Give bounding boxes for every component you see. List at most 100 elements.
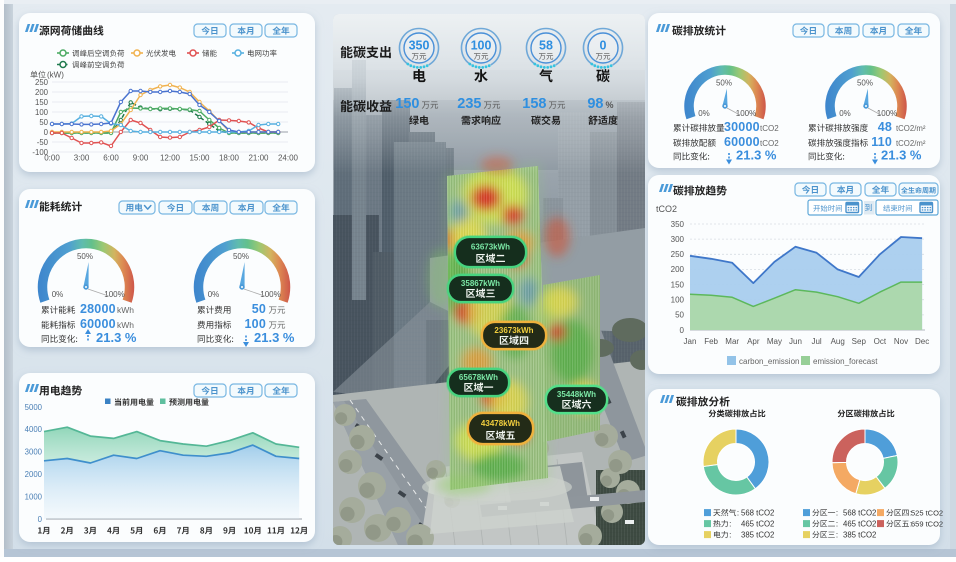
svg-text:98: 98 [587,96,603,112]
svg-text::: : [910,509,912,518]
svg-text:568 tCO2: 568 tCO2 [741,509,774,518]
svg-text:Sep: Sep [852,337,867,346]
svg-text:Apr: Apr [747,337,760,346]
svg-text:3000: 3000 [25,448,43,457]
svg-text:35448kWh: 35448kWh [557,390,596,399]
svg-text:tCO2: tCO2 [760,124,779,133]
svg-text:0: 0 [44,128,49,137]
svg-text:100%: 100% [104,290,124,299]
svg-text::: : [729,520,731,529]
svg-text::: : [737,509,739,518]
svg-text:kWh: kWh [117,320,134,330]
svg-text:tCO2: tCO2 [656,204,677,214]
svg-text:5000: 5000 [25,403,43,412]
svg-text:tCO2/m²: tCO2/m² [896,124,926,133]
svg-text:Mar: Mar [725,337,739,346]
svg-text:May: May [767,337,782,346]
svg-text::: : [836,509,838,518]
svg-text:Feb: Feb [704,337,718,346]
svg-text:100: 100 [671,296,685,305]
svg-text:100%: 100% [736,109,756,118]
svg-text:63673kWh: 63673kWh [471,243,510,252]
svg-text:21.3 %: 21.3 % [254,330,295,345]
svg-text:Jan: Jan [684,337,697,346]
svg-text:(kW): (kW) [47,71,64,80]
svg-text:carbon_emission: carbon_emission [739,357,799,366]
svg-text:9:00: 9:00 [133,154,149,163]
svg-text:2000: 2000 [25,470,43,479]
svg-text:0: 0 [600,39,607,53]
svg-text:-100: -100 [32,148,48,157]
svg-text:385 tCO2: 385 tCO2 [741,531,774,540]
svg-text:150: 150 [35,98,49,107]
svg-text:100%: 100% [260,290,280,299]
svg-text:Aug: Aug [831,337,845,346]
svg-text:50%: 50% [233,252,249,261]
svg-text:60000: 60000 [80,317,116,331]
svg-text:Nov: Nov [894,337,908,346]
svg-text:350: 350 [409,39,430,53]
svg-text:1000: 1000 [25,492,43,501]
svg-text:60000: 60000 [724,135,760,149]
svg-text:50: 50 [39,118,48,127]
svg-text:50%: 50% [716,79,732,88]
svg-text:385 tCO2: 385 tCO2 [843,531,876,540]
svg-text:12:00: 12:00 [160,154,181,163]
svg-text:30000: 30000 [724,120,760,134]
svg-text:%: % [606,100,614,110]
svg-text:200: 200 [671,265,685,274]
svg-text:3:00: 3:00 [74,154,90,163]
svg-text:0%: 0% [52,290,64,299]
svg-text:150: 150 [395,96,419,112]
svg-text:235: 235 [457,96,481,112]
svg-text:50%: 50% [77,252,93,261]
svg-text:24:00: 24:00 [278,154,299,163]
svg-text:110: 110 [871,135,892,149]
svg-text::: : [910,520,912,529]
svg-text:43478kWh: 43478kWh [481,419,520,428]
svg-text::: : [836,531,838,540]
svg-text:300: 300 [671,235,685,244]
svg-text:58: 58 [539,39,553,53]
svg-text:100: 100 [245,317,266,331]
svg-text:28000: 28000 [80,302,116,316]
svg-text:350: 350 [671,220,685,229]
svg-text:23673kWh: 23673kWh [494,326,533,335]
svg-text:Oct: Oct [874,337,887,346]
svg-text:0%: 0% [208,290,220,299]
svg-text:465 tCO2: 465 tCO2 [741,520,774,529]
svg-text:158: 158 [522,96,546,112]
svg-text:6:00: 6:00 [103,154,119,163]
svg-text:100%: 100% [877,109,897,118]
svg-text:21.3 %: 21.3 % [96,330,137,345]
svg-text:48: 48 [878,120,892,134]
svg-text:250: 250 [35,78,49,87]
svg-text:tCO2/m²: tCO2/m² [896,139,926,148]
svg-text:200: 200 [35,88,49,97]
svg-text:250: 250 [671,250,685,259]
svg-text:35867kWh: 35867kWh [461,279,500,288]
svg-text::: : [729,531,731,540]
svg-text:50: 50 [675,311,684,320]
svg-text:0: 0 [38,515,43,524]
svg-text:emission_forecast: emission_forecast [813,357,878,366]
svg-text::: : [836,520,838,529]
svg-text:0%: 0% [698,109,710,118]
svg-text:100: 100 [35,108,49,117]
svg-text:0: 0 [680,326,685,335]
svg-text:525 tCO2: 525 tCO2 [911,509,943,518]
svg-text:-50: -50 [37,138,49,147]
svg-text:tCO2: tCO2 [760,139,779,148]
svg-text:0:00: 0:00 [44,154,60,163]
svg-text:465 tCO2: 465 tCO2 [843,520,876,529]
svg-text:21.3 %: 21.3 % [736,148,777,163]
svg-text:kWh: kWh [117,305,134,315]
svg-text:150: 150 [671,280,685,289]
svg-text:100: 100 [471,39,492,53]
svg-text:21:00: 21:00 [248,154,269,163]
svg-text:18:00: 18:00 [219,154,240,163]
svg-text:50%: 50% [857,79,873,88]
svg-text:4000: 4000 [25,425,43,434]
svg-text:50: 50 [252,302,266,316]
svg-text:21.3 %: 21.3 % [881,148,922,163]
